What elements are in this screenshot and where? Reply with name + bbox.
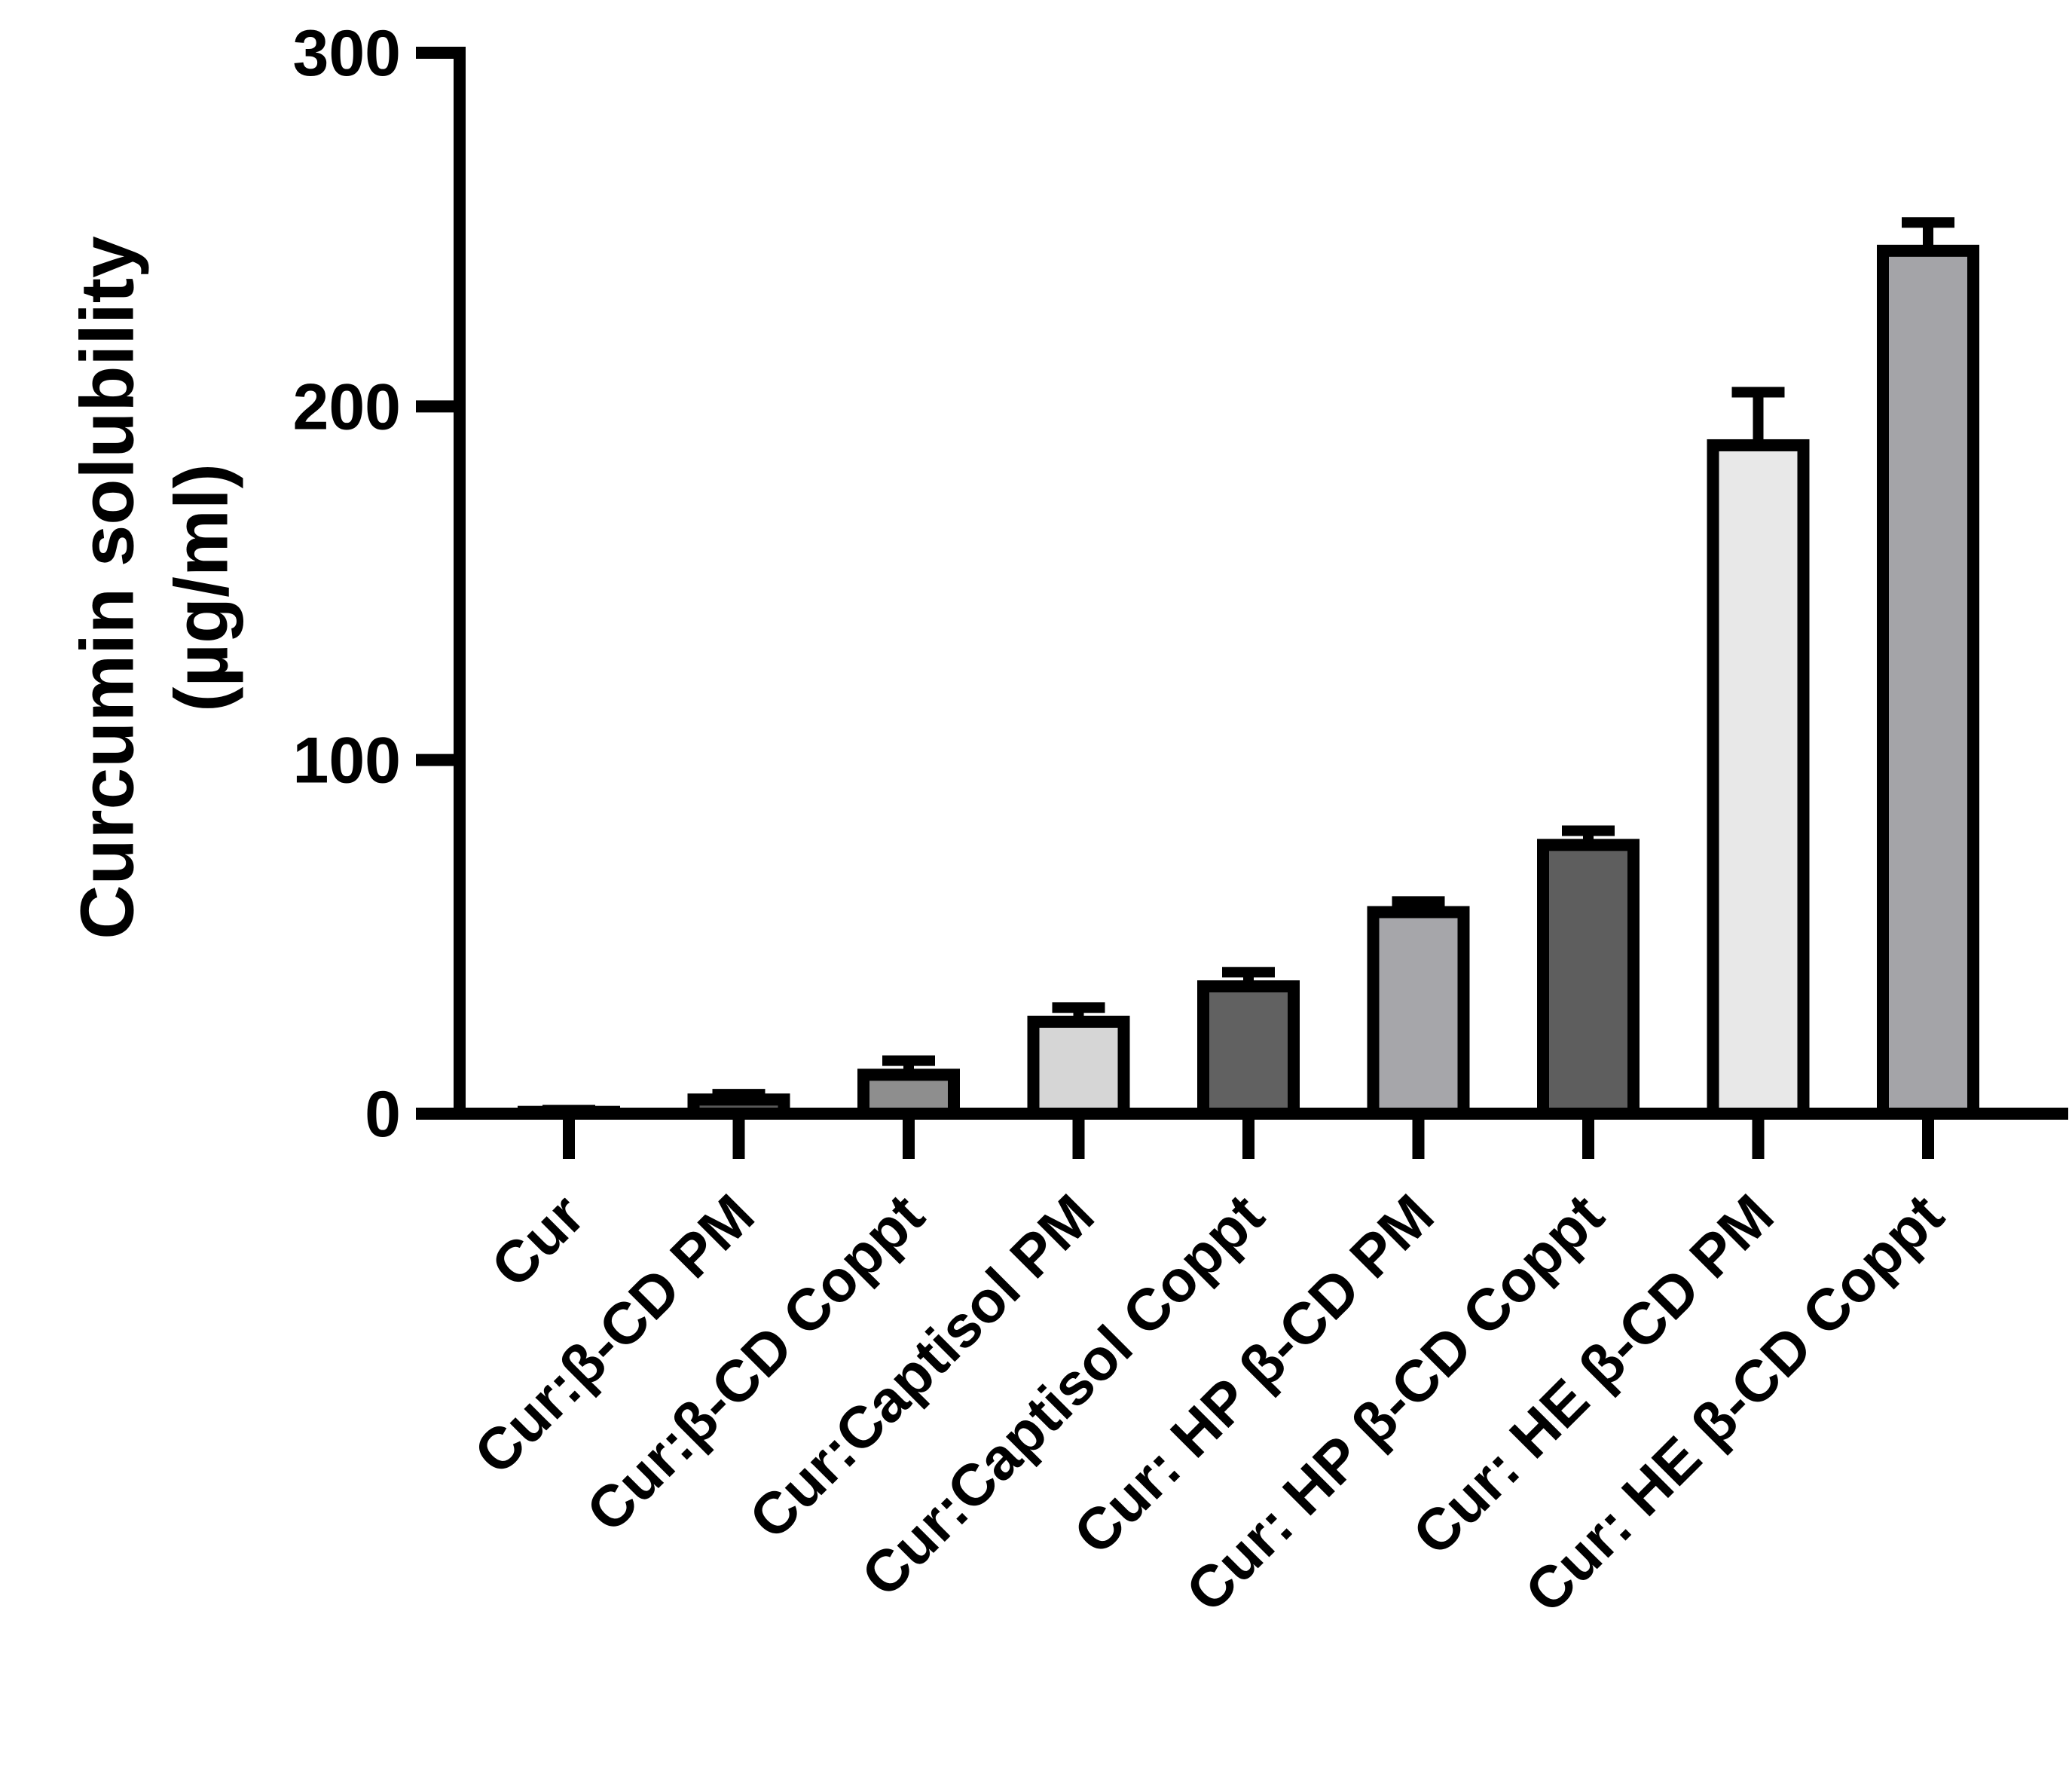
y-tick-label: 200	[293, 371, 402, 443]
y-axis-label: Curcumin solubility (µg/ml)	[65, 236, 243, 940]
bar	[1367, 906, 1470, 1120]
y-tick-label: 0	[365, 1078, 401, 1151]
bar	[1537, 839, 1640, 1120]
y-axis-label-line: (µg/ml)	[159, 463, 243, 712]
bar	[1707, 439, 1810, 1120]
y-axis: 0 100 200 300	[293, 17, 466, 1151]
y-tick-label: 100	[293, 725, 402, 797]
x-axis	[418, 1108, 2068, 1159]
x-tick-label: Cur	[478, 1181, 597, 1300]
bar	[1197, 980, 1300, 1120]
bar	[1877, 244, 1979, 1120]
bars	[518, 217, 1979, 1120]
y-axis-label-line: Curcumin solubility	[65, 236, 149, 940]
bar	[1027, 1015, 1130, 1120]
y-tick-label: 300	[293, 17, 402, 90]
